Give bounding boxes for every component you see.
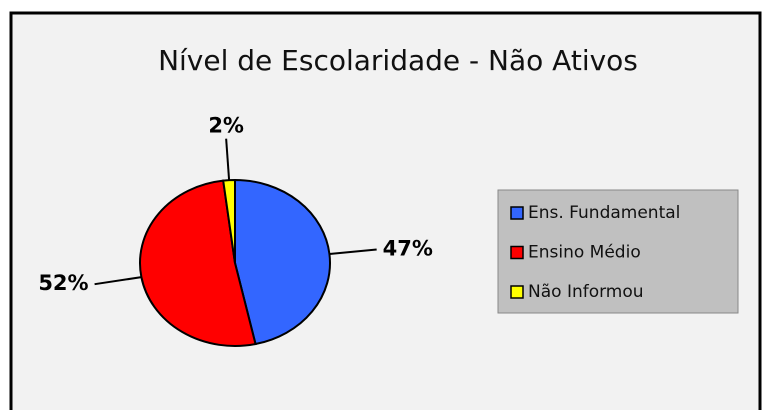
leader-line [225, 138, 231, 181]
legend-swatch [510, 285, 524, 299]
data-label: 47% [383, 236, 433, 260]
legend-label: Não Informou [528, 282, 644, 302]
chart-title: Nível de Escolaridade - Não Ativos [158, 44, 638, 77]
data-label: 2% [208, 114, 244, 138]
legend-label: Ensino Médio [528, 243, 641, 263]
legend [497, 189, 739, 314]
leader-line [94, 276, 142, 286]
data-label: 52% [38, 271, 88, 295]
pie-slice [222, 178, 236, 264]
pie-slice [234, 178, 331, 346]
leader-line [329, 248, 377, 255]
legend-swatch [510, 245, 524, 260]
legend-swatch [510, 206, 524, 220]
legend-label: Ens. Fundamental [528, 203, 680, 223]
